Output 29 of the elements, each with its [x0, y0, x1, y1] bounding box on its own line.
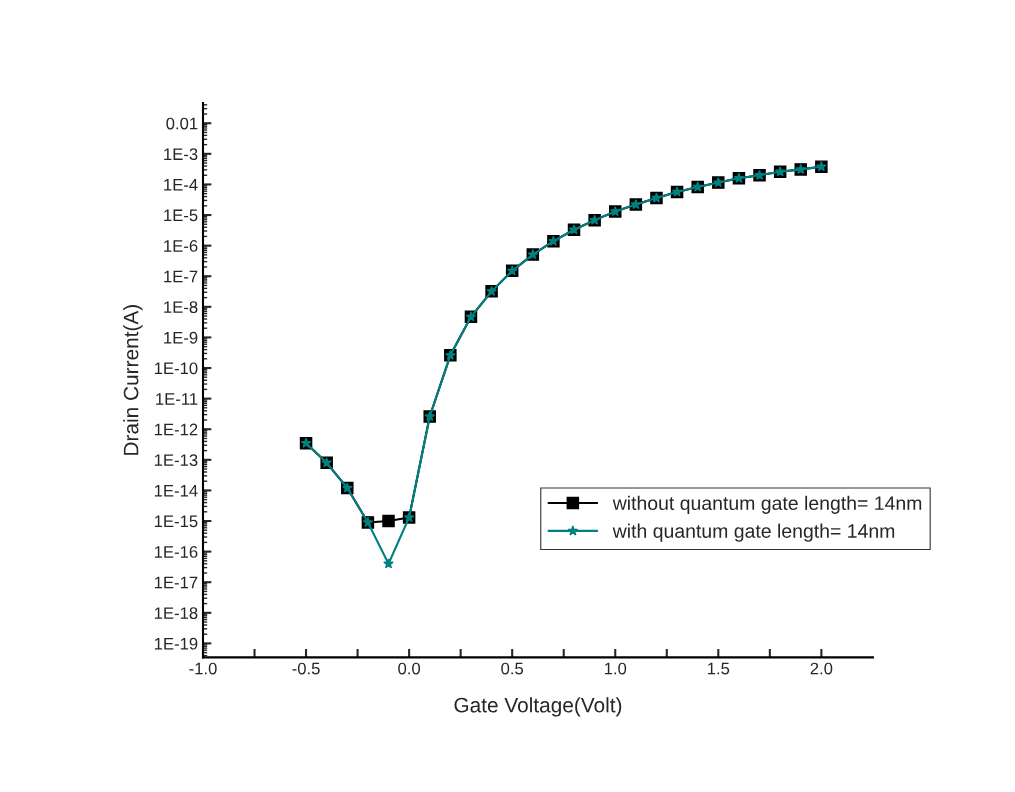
- y-tick-label: 1E-10: [154, 362, 198, 375]
- y-tick-label: 1E-18: [154, 607, 198, 620]
- x-tick-label: 0.0: [398, 662, 421, 675]
- y-tick-label: 1E-3: [164, 148, 198, 161]
- y-tick-label: 1E-8: [164, 301, 198, 314]
- legend-label: without quantum gate length= 14nm: [612, 495, 922, 514]
- legend-label: with quantum gate length= 14nm: [612, 523, 895, 542]
- y-axis-title: Drain Current(A): [123, 305, 143, 455]
- y-tick-label: 1E-17: [154, 576, 198, 589]
- y-tick-label: 1E-14: [154, 484, 198, 497]
- y-tick-label: 1E-15: [154, 515, 198, 528]
- x-tick-label: -0.5: [292, 662, 320, 675]
- y-tick-label: 1E-19: [154, 637, 198, 650]
- y-tick-label: 1E-12: [154, 423, 198, 436]
- x-axis-title: Gate Voltage(Volt): [454, 697, 622, 717]
- y-tick-label: 1E-11: [156, 393, 198, 405]
- y-tick-label: 1E-5: [164, 209, 198, 222]
- y-tick-label: 0.01: [166, 117, 198, 130]
- y-tick-label: 1E-16: [154, 546, 198, 558]
- y-tick-label: 1E-4: [164, 179, 198, 191]
- y-tick-label: 1E-13: [154, 454, 198, 467]
- x-tick-label: -1.0: [189, 662, 217, 675]
- x-tick-label: 0.5: [501, 662, 524, 675]
- y-tick-label: 1E-7: [164, 270, 198, 283]
- x-tick-label: 1.5: [708, 662, 730, 675]
- x-tick-label: 1.0: [604, 662, 627, 675]
- x-tick-label: 2.0: [810, 662, 833, 675]
- y-tick-label: 1E-6: [164, 240, 198, 252]
- y-tick-label: 1E-9: [164, 331, 198, 344]
